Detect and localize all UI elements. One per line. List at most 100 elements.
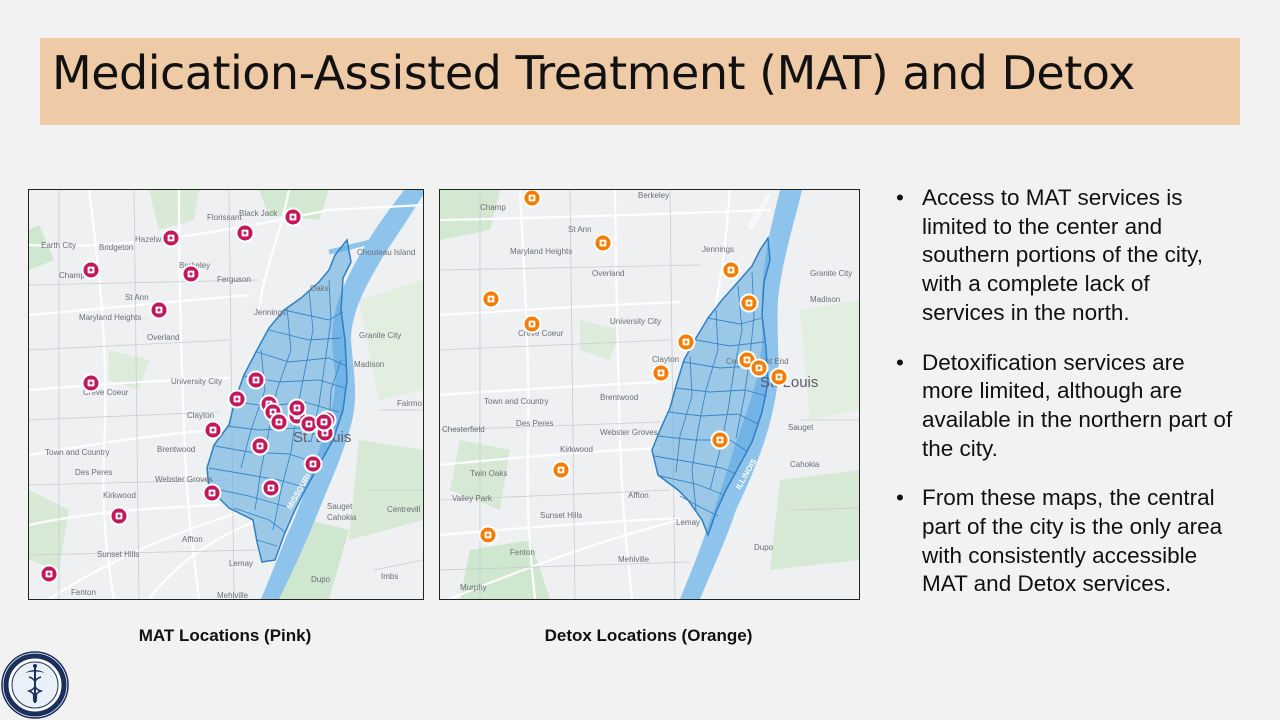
location-marker-icon[interactable]: [246, 370, 266, 390]
place-label: Mehlville: [217, 591, 249, 599]
location-marker-icon[interactable]: [710, 430, 730, 450]
bullet-text: Detoxification services are more limited…: [922, 349, 1233, 461]
bullet-text: From these maps, the central part of the…: [922, 485, 1223, 597]
place-label: Imbs: [381, 572, 398, 581]
location-marker-icon[interactable]: [314, 412, 334, 432]
location-marker-icon[interactable]: [481, 289, 501, 309]
place-label: St Ann: [125, 293, 149, 302]
location-marker-icon[interactable]: [250, 436, 270, 456]
location-marker-icon[interactable]: [81, 373, 101, 393]
location-marker-icon[interactable]: [287, 398, 307, 418]
place-label: University City: [610, 317, 661, 326]
place-label: Granite City: [810, 269, 852, 278]
place-label: Dupo: [311, 575, 331, 584]
place-label: Maryland Heights: [79, 313, 141, 322]
location-marker-icon[interactable]: [202, 483, 222, 503]
location-marker-icon[interactable]: [721, 260, 741, 280]
mat-locations-map: Florissant Black Jack Hazelwood Earth City B…: [28, 189, 424, 600]
location-marker-icon[interactable]: [299, 414, 319, 434]
location-marker-icon[interactable]: [235, 223, 255, 243]
bullet-item: • Detoxification services are more limit…: [893, 349, 1238, 464]
place-label: Granite City: [359, 331, 401, 340]
st-louis-city-boundary: [206, 238, 352, 563]
location-marker-icon[interactable]: [303, 454, 323, 474]
place-label: Affton: [628, 491, 649, 500]
location-marker-icon[interactable]: [149, 300, 169, 320]
detox-map-canvas: Berkeley Champ St Ann Maryland Heights Overl…: [440, 190, 859, 599]
location-marker-icon[interactable]: [261, 478, 281, 498]
bullet-item: • Access to MAT services is limited to t…: [893, 184, 1238, 328]
place-label: Berkeley: [638, 191, 669, 200]
location-marker-icon[interactable]: [739, 293, 759, 313]
place-label: Des Peres: [516, 419, 553, 428]
location-marker-icon[interactable]: [269, 412, 289, 432]
detox-place-labels: Berkeley Champ St Ann Maryland Heights Overl…: [442, 191, 852, 592]
location-marker-icon[interactable]: [39, 564, 59, 584]
place-label: Jennings: [702, 245, 734, 254]
place-label: Sauget: [327, 502, 353, 511]
place-label: Affton: [182, 535, 203, 544]
place-label: Cahokia: [790, 460, 820, 469]
place-label: Creve Coeur: [518, 329, 564, 338]
place-label: St Ann: [568, 225, 592, 234]
location-marker-icon[interactable]: [651, 363, 671, 383]
location-marker-icon[interactable]: [109, 506, 129, 526]
location-marker-icon[interactable]: [161, 228, 181, 248]
place-label: St. Louis: [760, 374, 818, 391]
bullet-marker: •: [896, 485, 904, 511]
place-label: Florissant: [207, 213, 242, 222]
place-label: Town and Country: [45, 448, 109, 457]
mat-markers: [39, 207, 337, 584]
detox-markers: [478, 190, 789, 545]
place-label: Overland: [147, 333, 179, 342]
place-label: Lemay: [676, 518, 700, 527]
place-label: Dupo: [754, 543, 774, 552]
location-marker-icon[interactable]: [283, 207, 303, 227]
place-label: Fenton: [510, 548, 535, 557]
location-marker-icon[interactable]: [181, 264, 201, 284]
place-label: Fairmo: [397, 399, 422, 408]
place-label: Ferguson: [217, 275, 251, 284]
location-marker-icon[interactable]: [227, 389, 247, 409]
place-label: Maryland Heights: [510, 247, 572, 256]
mat-map-base: [29, 190, 423, 599]
place-label: Fenton: [71, 588, 96, 597]
location-marker-icon[interactable]: [749, 358, 769, 378]
location-marker-icon[interactable]: [522, 190, 542, 208]
place-label: Hazelwood: [135, 235, 175, 244]
bullet-marker: •: [896, 185, 904, 210]
location-marker-icon[interactable]: [769, 367, 789, 387]
place-label: Bridgeton: [99, 243, 133, 252]
location-marker-icon[interactable]: [522, 314, 542, 334]
place-label: Brentwood: [157, 445, 195, 454]
place-label: Clayton: [187, 411, 214, 420]
location-marker-icon[interactable]: [81, 260, 101, 280]
place-label: Sunset Hills: [97, 550, 139, 559]
place-label: Chesterfield: [442, 425, 485, 434]
place-label: Creve Coeur: [83, 388, 129, 397]
location-marker-icon[interactable]: [676, 332, 696, 352]
detox-map-caption: Detox Locations (Orange): [544, 626, 753, 645]
location-marker-icon[interactable]: [203, 420, 223, 440]
place-label: Champ: [59, 271, 85, 280]
place-label: Jennings: [254, 308, 286, 317]
place-label: Chouteau Island: [357, 248, 415, 257]
location-marker-icon[interactable]: [478, 525, 498, 545]
place-label: Kirkwood: [560, 445, 593, 454]
place-label: Town and Country: [484, 397, 548, 406]
location-marker-icon[interactable]: [593, 233, 613, 253]
place-label: Brentwood: [600, 393, 638, 402]
place-label: Mehlville: [618, 555, 650, 564]
place-label: Clayton: [652, 355, 679, 364]
place-label: Oaks: [310, 284, 329, 293]
place-label: Webster Groves: [600, 428, 658, 437]
location-marker-icon[interactable]: [551, 460, 571, 480]
place-label: Black Jack: [239, 209, 278, 218]
detox-locations-map: Berkeley Champ St Ann Maryland Heights Overl…: [439, 189, 860, 600]
place-label: Earth City: [41, 241, 76, 250]
bullet-item: • From these maps, the central part of t…: [893, 484, 1238, 599]
place-label: Madison: [354, 360, 384, 369]
detox-map-base: [440, 190, 859, 599]
